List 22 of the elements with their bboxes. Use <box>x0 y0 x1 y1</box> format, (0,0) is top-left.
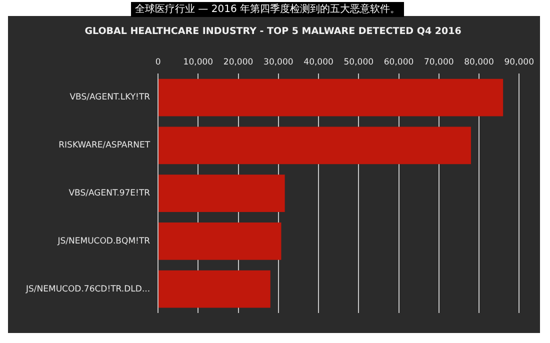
x-tick-label: 50,000 <box>344 58 374 68</box>
x-tick-label: 10,000 <box>183 58 214 68</box>
bar <box>158 222 282 260</box>
bar <box>158 126 471 164</box>
bar <box>158 174 285 212</box>
x-tick-label: 90,000 <box>504 58 534 68</box>
x-tick-label: 20,000 <box>223 58 254 68</box>
x-tick-label: 0 <box>155 58 161 68</box>
y-tick-label: VBS/AGENT.LKY!TR <box>70 92 150 103</box>
x-tick-label: 80,000 <box>464 58 494 68</box>
x-tick-label: 70,000 <box>424 58 454 68</box>
x-tick-label: 40,000 <box>304 58 334 68</box>
y-tick-label: JS/NEMUCOD.76CD!TR.DLD... <box>24 284 150 294</box>
x-tick-label: 60,000 <box>384 58 414 68</box>
y-tick-label: RISKWARE/ASPARNET <box>58 140 151 151</box>
bar <box>158 270 270 308</box>
bar <box>158 78 504 116</box>
chart-subtitle: GLOBAL HEALTHCARE INDUSTRY - TOP 5 MALWARE DETECTED Q4 2016 <box>84 26 462 38</box>
x-tick-label: 30,000 <box>264 58 294 68</box>
y-tick-label: JS/NEMUCOD.BQM!TR <box>56 236 150 246</box>
y-tick-label: VBS/AGENT.97E!TR <box>68 188 150 199</box>
chart-title: 全球医疗行业 — 2016 年第四季度检测到的五大恶意软件。 <box>131 2 404 17</box>
